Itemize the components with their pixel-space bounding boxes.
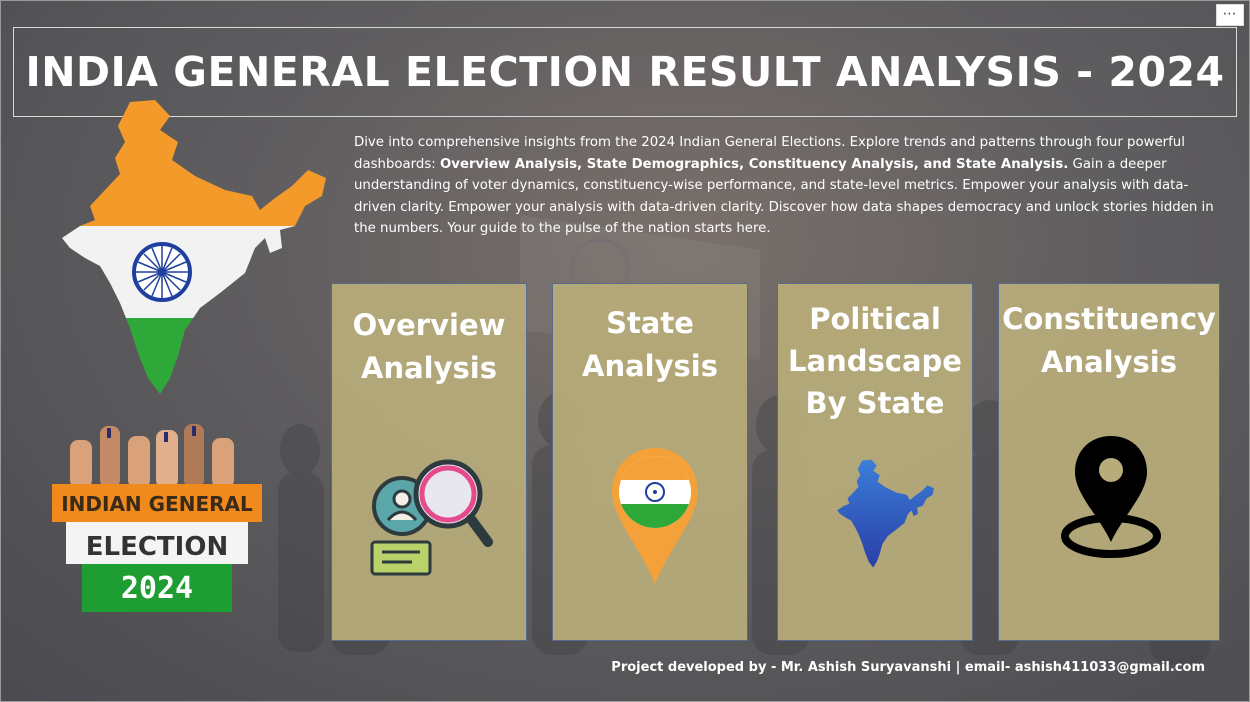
election-badge-logo: INDIAN GENERAL ELECTION 2024 bbox=[52, 418, 262, 618]
badge-line1: INDIAN GENERAL bbox=[61, 492, 253, 516]
card-title-line: Analysis bbox=[582, 349, 718, 383]
overview-analysis-card[interactable]: Overview Analysis bbox=[331, 283, 527, 641]
constituency-analysis-card[interactable]: Constituency Analysis bbox=[998, 283, 1220, 641]
page-title: INDIA GENERAL ELECTION RESULT ANALYSIS -… bbox=[25, 48, 1225, 96]
intro-paragraph: Dive into comprehensive insights from th… bbox=[354, 132, 1224, 240]
card-title-line: By State bbox=[805, 386, 945, 420]
intro-text-bold: Overview Analysis, State Demographics, C… bbox=[439, 156, 1069, 172]
more-options-button[interactable]: ⋯ bbox=[1216, 4, 1244, 26]
card-title-line: Analysis bbox=[1041, 345, 1177, 379]
card-title-line: Analysis bbox=[361, 351, 497, 385]
card-title: Constituency Analysis bbox=[999, 298, 1219, 384]
india-map-icon bbox=[837, 459, 935, 568]
card-title-line: Political bbox=[809, 302, 941, 336]
intro-text-part2: Gain a deeper understanding of voter dyn… bbox=[354, 156, 1214, 237]
state-analysis-card[interactable]: State Analysis bbox=[552, 283, 748, 641]
location-pin-icon bbox=[1061, 436, 1161, 558]
badge-line2: ELECTION bbox=[86, 532, 228, 562]
india-tricolor-map bbox=[62, 100, 326, 394]
magnifier-user-icon bbox=[370, 459, 493, 576]
card-title: Overview Analysis bbox=[332, 304, 526, 390]
card-title-line: Landscape bbox=[788, 344, 962, 378]
card-title-line: Overview bbox=[352, 308, 506, 342]
india-flag-pin-icon bbox=[612, 448, 698, 584]
badge-line3: 2024 bbox=[121, 571, 193, 606]
card-title-line: State bbox=[606, 306, 694, 340]
card-title-line: Constituency bbox=[1002, 302, 1216, 336]
footer-credit: Project developed by - Mr. Ashish Suryav… bbox=[611, 660, 1205, 675]
card-title: Political Landscape By State bbox=[778, 298, 972, 424]
card-title: State Analysis bbox=[553, 302, 747, 388]
intro-text-part1: Dive into comprehensive insights from th… bbox=[354, 135, 1185, 172]
title-banner: INDIA GENERAL ELECTION RESULT ANALYSIS -… bbox=[13, 27, 1237, 117]
political-landscape-card[interactable]: Political Landscape By State bbox=[777, 283, 973, 641]
